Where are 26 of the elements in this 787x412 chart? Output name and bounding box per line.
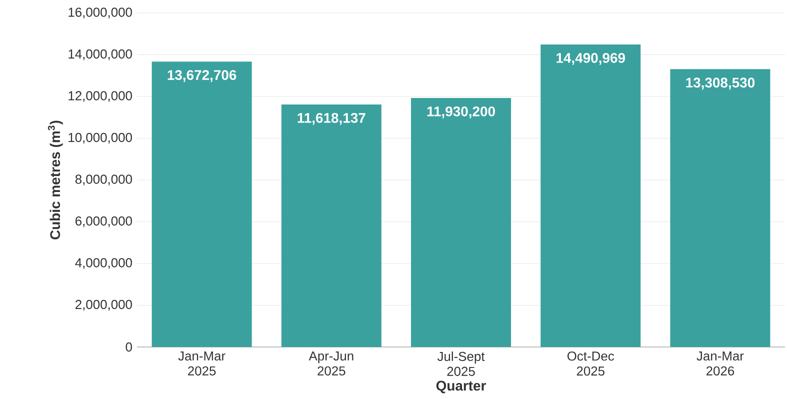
y-tick-label: 14,000,000 bbox=[68, 49, 132, 60]
y-tick-label: 8,000,000 bbox=[75, 174, 132, 186]
data-label: 13,672,706 bbox=[168, 70, 236, 82]
bar bbox=[670, 69, 770, 347]
data-label: 11,618,137 bbox=[298, 112, 366, 125]
y-tick-label: 0 bbox=[126, 342, 132, 352]
y-axis-title: Cubic metres (m$^{3}$) bbox=[48, 120, 63, 240]
y-tick-label: 6,000,000 bbox=[76, 216, 132, 228]
data-label: 14,490,969 bbox=[556, 53, 625, 65]
x-tick-label: Jan-Mar 2026 bbox=[696, 352, 744, 376]
y-tick-label: 10,000,000 bbox=[68, 132, 132, 144]
y-tick-label: 4,000,000 bbox=[75, 258, 132, 269]
bar bbox=[152, 62, 252, 347]
bar bbox=[281, 104, 382, 347]
x-tick-label: Oct-Dec 2025 bbox=[567, 352, 614, 376]
data-label: 13,308,530 bbox=[686, 78, 755, 90]
y-tick-label: 2,000,000 bbox=[76, 300, 132, 311]
y-tick-label: 12,000,000 bbox=[68, 91, 132, 102]
x-tick-label: Apr-Jun 2025 bbox=[308, 352, 354, 376]
bar bbox=[540, 44, 641, 347]
x-tick-label: Jul-Sept 2025 bbox=[437, 352, 485, 376]
data-label: 11,930,200 bbox=[427, 106, 495, 118]
x-axis-title: Quarter bbox=[436, 380, 486, 394]
x-tick-label: Jan-Mar 2025 bbox=[178, 352, 226, 376]
bar bbox=[411, 98, 512, 347]
y-tick-label: 16,000,000 bbox=[68, 8, 132, 18]
